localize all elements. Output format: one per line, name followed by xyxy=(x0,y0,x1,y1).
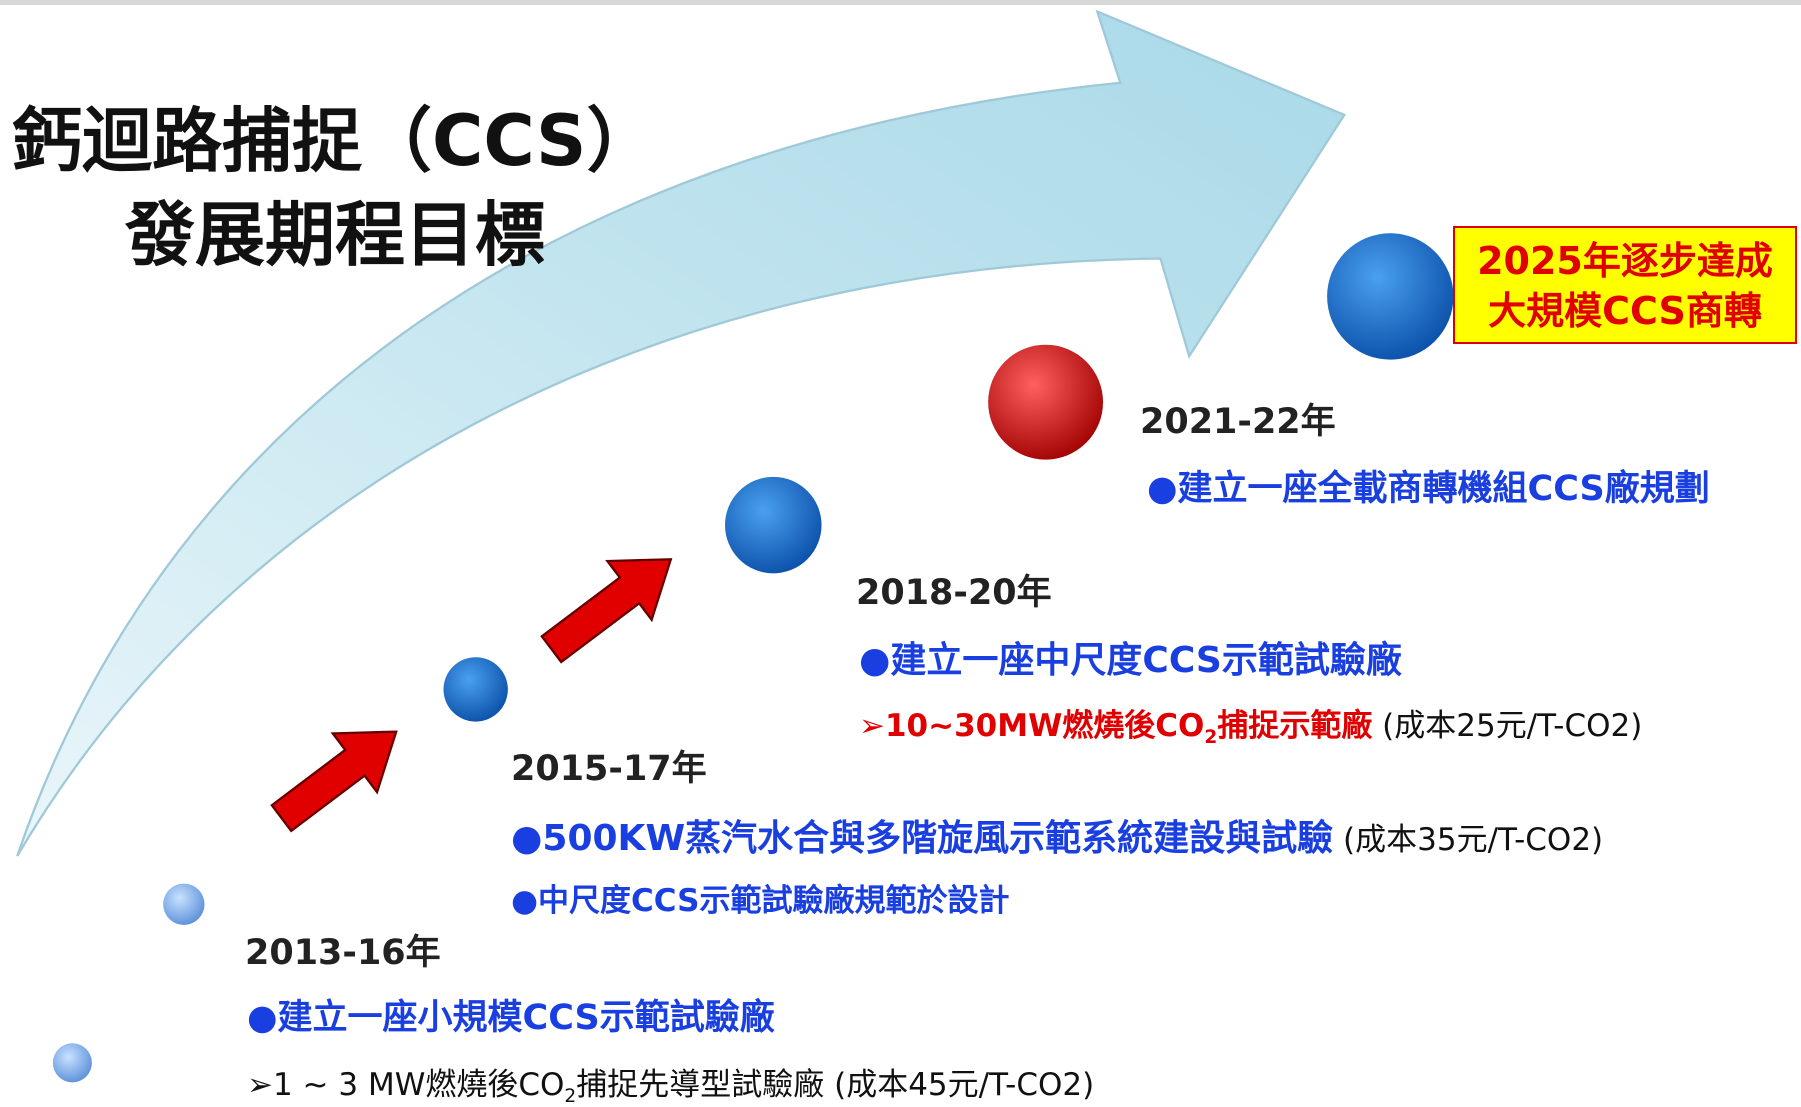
red-arrow xyxy=(270,730,398,833)
top-bar xyxy=(0,0,1801,5)
red-arrow xyxy=(540,558,673,664)
cost: (成本35元/T-CO2) xyxy=(1333,822,1604,858)
text: ➢1 ~ 3 MW燃燒後CO xyxy=(247,1067,565,1103)
goal-line: 大規模CCS商轉 xyxy=(1488,289,1762,333)
ball xyxy=(988,344,1104,460)
ball xyxy=(443,657,508,722)
bullet: ●建立一座小規模CCS示範試驗廠 xyxy=(247,998,775,1038)
ball xyxy=(163,883,205,925)
sub-bullet: ➢10~30MW燃燒後CO2捕捉示範廠 (成本25元/T-CO2) xyxy=(859,711,1642,748)
sub-bullet: ➢1 ~ 3 MW燃燒後CO2捕捉先導型試驗廠 (成本45元/T-CO2) xyxy=(247,1070,1094,1107)
title: 鈣迴路捕捉（CCS） xyxy=(12,100,657,182)
text: 捕捉先導型試驗廠 (成本45元/T-CO2) xyxy=(576,1067,1095,1103)
subscript: 2 xyxy=(1204,727,1218,749)
ball xyxy=(1327,233,1454,360)
ball xyxy=(52,1043,92,1083)
ball xyxy=(725,476,822,574)
goal-box: 2025年逐步達成 大規模CCS商轉 xyxy=(1453,226,1797,344)
year: 2021-22年 xyxy=(1140,402,1336,442)
bullet: ●中尺度CCS示範試驗廠規範於設計 xyxy=(511,883,1010,919)
text: ➢10~30MW燃燒後CO xyxy=(859,708,1205,744)
year: 2015-17年 xyxy=(511,749,707,789)
subscript: 2 xyxy=(564,1086,577,1107)
goal-line: 2025年逐步達成 xyxy=(1477,239,1773,283)
year: 2018-20年 xyxy=(856,573,1052,613)
big-arrow xyxy=(16,9,1347,857)
bullet: ●建立一座全載商轉機組CCS廠規劃 xyxy=(1147,469,1710,509)
title: 發展期程目標 xyxy=(125,194,545,276)
text: ●500KW蒸汽水合與多階旋風示範系統建設與試驗 xyxy=(511,818,1334,859)
text: 捕捉示範廠 xyxy=(1217,708,1373,744)
cost: (成本25元/T-CO2) xyxy=(1372,708,1643,744)
bullet: ●建立一座中尺度CCS示範試驗廠 xyxy=(859,640,1402,681)
bullet: ●500KW蒸汽水合與多階旋風示範系統建設與試驗 (成本35元/T-CO2) xyxy=(511,821,1603,857)
year: 2013-16年 xyxy=(245,933,441,973)
